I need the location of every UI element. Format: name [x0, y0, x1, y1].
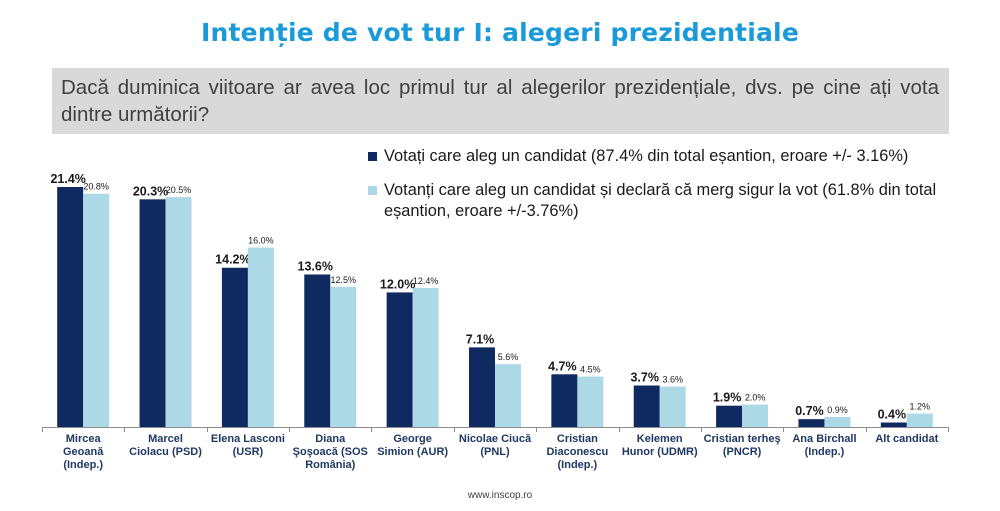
legend-item-series1: Votați care aleg un candidat (87.4% din …: [368, 146, 938, 167]
data-label-series1: 13.6%: [298, 259, 333, 273]
legend-swatch-series2: [368, 186, 377, 195]
data-label-series1: 21.4%: [50, 172, 85, 186]
category-label: Elena Lasconi (USR): [211, 433, 285, 458]
legend-label-series1: Votați care aleg un candidat (87.4% din …: [384, 147, 909, 165]
category-label: Marcel Ciolacu (PSD): [129, 433, 202, 458]
category-label: Nicolae Ciucă (PNL): [459, 433, 532, 458]
category-label: George Simion (AUR): [377, 433, 448, 458]
bar-series1: [57, 187, 84, 427]
bar-series1: [469, 347, 495, 427]
bar-series2: [577, 376, 604, 427]
bar-series2: [412, 287, 439, 427]
data-label-series2: 1.2%: [910, 402, 931, 412]
category-label: Cristian Diaconescu (Indep.): [546, 433, 608, 471]
bar-series2: [495, 364, 521, 427]
bar-series2: [906, 413, 933, 427]
data-label-series1: 4.7%: [548, 359, 577, 373]
bar-series1: [221, 267, 248, 427]
category-label: Cristian terheş (PNCR): [704, 433, 781, 458]
category-label: Ana Birchall (Indep.): [792, 433, 856, 458]
data-label-series1: 7.1%: [466, 332, 495, 346]
bar-series1: [633, 385, 660, 427]
legend-item-series2: Votanți care aleg un candidat și declară…: [368, 180, 938, 222]
bar-series1: [798, 419, 825, 427]
bar-series1: [880, 422, 907, 427]
legend: Votați care aleg un candidat (87.4% din …: [368, 146, 938, 222]
bar-series1: [139, 199, 166, 427]
data-label-series2: 20.8%: [83, 182, 109, 192]
data-label-series1: 3.7%: [630, 371, 659, 385]
bar-series2: [247, 247, 274, 427]
question-box: Dacă duminica viitoare ar avea loc primu…: [52, 68, 949, 134]
category-label: Diana Şoşoacă (SOS România): [293, 433, 368, 471]
data-label-series1: 1.9%: [713, 391, 742, 405]
data-label-series2: 20.5%: [166, 185, 192, 195]
data-label-series1: 14.2%: [215, 253, 250, 267]
data-label-series2: 12.5%: [331, 275, 357, 285]
category-label: Kelemen Hunor (UDMR): [622, 433, 698, 458]
data-label-series2: 5.6%: [498, 352, 519, 362]
data-label-series2: 3.6%: [662, 375, 683, 385]
bar-series2: [330, 286, 357, 427]
bar-series1: [386, 292, 413, 427]
footer-url: www.inscop.ro: [467, 490, 533, 501]
bar-series2: [83, 193, 110, 427]
data-label-series2: 0.9%: [827, 405, 848, 415]
category-label: Alt candidat: [875, 433, 938, 445]
data-label-series2: 16.0%: [248, 236, 274, 246]
bar-series2: [824, 416, 851, 427]
data-label-series1: 0.4%: [878, 408, 907, 422]
data-label-series2: 2.0%: [745, 393, 766, 403]
data-label-series2: 12.4%: [413, 276, 439, 286]
bar-series1: [551, 374, 578, 427]
bar-series1: [304, 274, 331, 427]
data-label-series1: 0.7%: [795, 404, 824, 418]
data-label-series1: 20.3%: [133, 184, 168, 198]
category-label: Mircea Geoană (Indep.): [63, 433, 104, 471]
chart-title: Intenție de vot tur I: alegeri prezident…: [201, 18, 799, 47]
legend-label-series2: Votanți care aleg un candidat și declară…: [384, 181, 937, 220]
legend-swatch-series1: [368, 152, 377, 161]
bar-series1: [716, 405, 743, 427]
bar-series2: [165, 197, 192, 427]
survey-question: Dacă duminica viitoare ar avea loc primu…: [61, 76, 939, 126]
bar-series2: [659, 386, 686, 427]
bar-series2: [742, 404, 769, 427]
data-label-series2: 4.5%: [580, 365, 601, 375]
data-label-series1: 12.0%: [380, 277, 415, 291]
